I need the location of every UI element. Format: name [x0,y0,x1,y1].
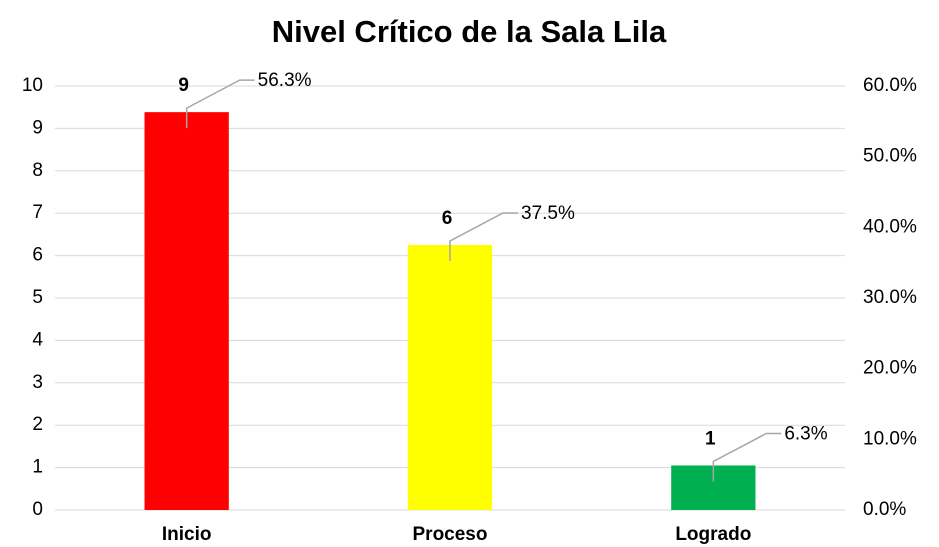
percent-label: 6.3% [784,423,827,444]
leader-line [185,79,255,129]
y2-tick-label: 20.0% [863,358,917,379]
y-tick-label: 6 [32,245,43,266]
y2-tick-label: 10.0% [863,428,917,449]
bar [407,245,493,510]
y-tick-label: 10 [22,75,43,96]
count-label: 9 [178,75,189,96]
percent-label: 37.5% [521,203,575,224]
y-tick-label: 2 [32,414,43,435]
x-tick-label: Inicio [162,524,212,545]
y-tick-label: 7 [32,202,43,223]
x-tick-label: Logrado [675,524,751,545]
count-label: 1 [705,428,716,449]
y-tick-label: 4 [32,329,43,350]
y2-tick-label: 60.0% [863,75,917,96]
x-tick-label: Proceso [413,524,488,545]
leader-line [712,432,782,482]
y-tick-label: 9 [32,117,43,138]
y-tick-label: 8 [32,160,43,181]
y2-tick-label: 50.0% [863,146,917,167]
y-tick-label: 0 [32,499,43,520]
bar [144,112,229,510]
y2-tick-label: 30.0% [863,287,917,308]
percent-label: 56.3% [258,70,312,91]
y-tick-label: 1 [32,457,43,478]
y2-tick-label: 40.0% [863,216,917,237]
chart-title: Nivel Crítico de la Sala Lila [272,14,667,49]
count-label: 6 [442,208,453,229]
y-tick-label: 5 [32,287,43,308]
y-tick-label: 3 [32,372,43,393]
leader-line [449,212,518,261]
y2-tick-label: 0.0% [863,499,906,520]
